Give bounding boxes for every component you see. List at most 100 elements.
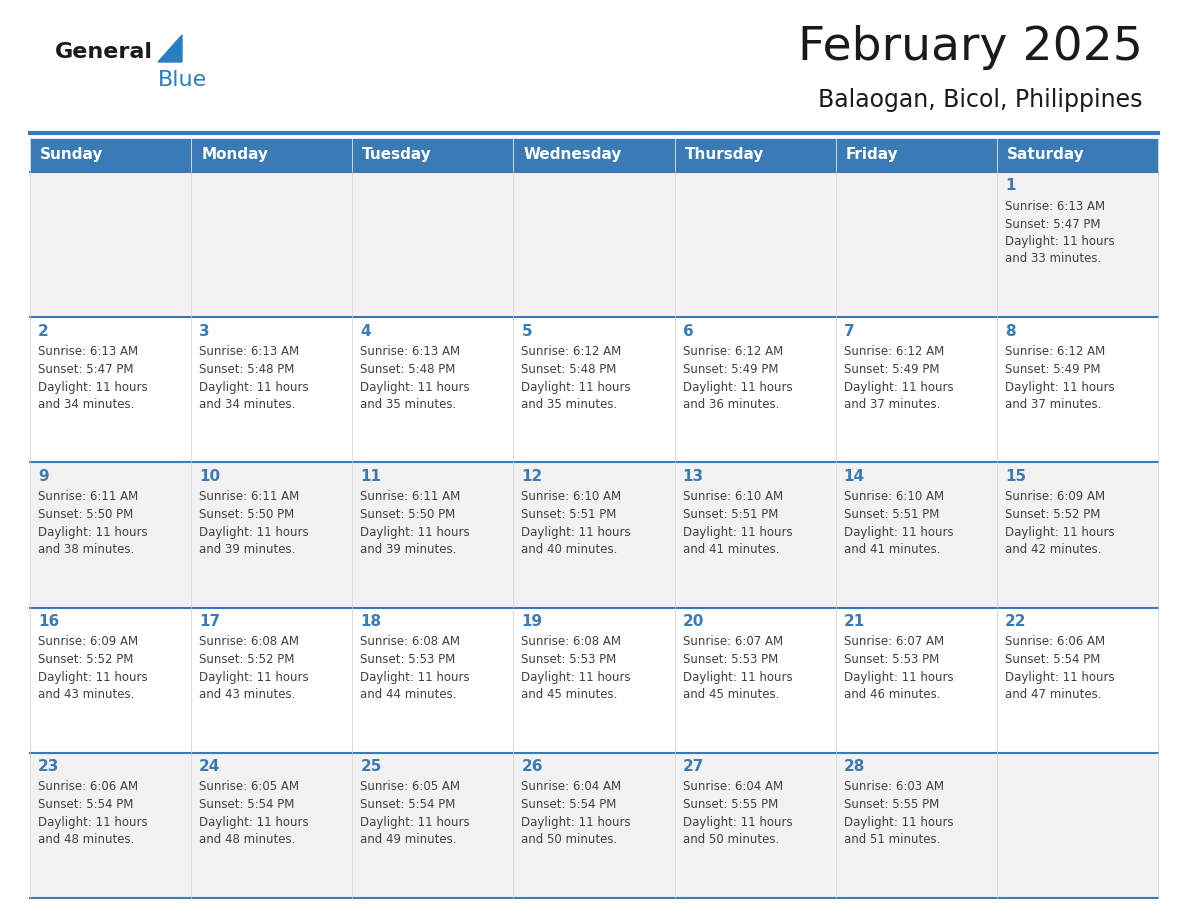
Text: 11: 11 [360, 469, 381, 484]
Text: Daylight: 11 hours: Daylight: 11 hours [843, 816, 953, 829]
Polygon shape [835, 753, 997, 898]
Text: 26: 26 [522, 759, 543, 774]
Polygon shape [997, 608, 1158, 753]
Text: Sunset: 5:49 PM: Sunset: 5:49 PM [683, 363, 778, 375]
Polygon shape [513, 138, 675, 172]
Polygon shape [30, 463, 191, 608]
Polygon shape [997, 463, 1158, 608]
Text: Daylight: 11 hours: Daylight: 11 hours [360, 816, 470, 829]
Text: 18: 18 [360, 614, 381, 629]
Text: Daylight: 11 hours: Daylight: 11 hours [522, 671, 631, 684]
Text: Daylight: 11 hours: Daylight: 11 hours [38, 381, 147, 394]
Text: Sunrise: 6:08 AM: Sunrise: 6:08 AM [360, 635, 460, 648]
Text: 2: 2 [38, 324, 49, 339]
Text: Sunset: 5:53 PM: Sunset: 5:53 PM [683, 653, 778, 666]
Text: 6: 6 [683, 324, 694, 339]
Polygon shape [353, 138, 513, 172]
Text: 27: 27 [683, 759, 704, 774]
Text: Sunday: Sunday [40, 148, 103, 162]
Polygon shape [353, 463, 513, 608]
Text: and 40 minutes.: and 40 minutes. [522, 543, 618, 556]
Text: and 48 minutes.: and 48 minutes. [200, 834, 296, 846]
Text: 28: 28 [843, 759, 865, 774]
Text: Sunset: 5:50 PM: Sunset: 5:50 PM [38, 508, 133, 521]
Text: and 50 minutes.: and 50 minutes. [522, 834, 618, 846]
Polygon shape [997, 138, 1158, 172]
Text: Sunrise: 6:12 AM: Sunrise: 6:12 AM [522, 344, 621, 358]
Text: Sunrise: 6:11 AM: Sunrise: 6:11 AM [38, 490, 138, 503]
Polygon shape [835, 463, 997, 608]
Text: Sunrise: 6:05 AM: Sunrise: 6:05 AM [200, 780, 299, 793]
Text: Daylight: 11 hours: Daylight: 11 hours [683, 381, 792, 394]
Text: 5: 5 [522, 324, 532, 339]
Text: 15: 15 [1005, 469, 1026, 484]
Polygon shape [30, 318, 191, 463]
Text: Sunset: 5:53 PM: Sunset: 5:53 PM [843, 653, 939, 666]
Text: Sunset: 5:52 PM: Sunset: 5:52 PM [1005, 508, 1100, 521]
Text: Sunset: 5:51 PM: Sunset: 5:51 PM [522, 508, 617, 521]
Polygon shape [353, 608, 513, 753]
Text: Sunrise: 6:13 AM: Sunrise: 6:13 AM [38, 344, 138, 358]
Text: Sunset: 5:54 PM: Sunset: 5:54 PM [522, 799, 617, 812]
Text: 9: 9 [38, 469, 49, 484]
Text: 8: 8 [1005, 324, 1016, 339]
Text: Sunrise: 6:08 AM: Sunrise: 6:08 AM [200, 635, 299, 648]
Polygon shape [513, 608, 675, 753]
Text: Sunset: 5:48 PM: Sunset: 5:48 PM [200, 363, 295, 375]
Text: Daylight: 11 hours: Daylight: 11 hours [1005, 381, 1114, 394]
Text: 19: 19 [522, 614, 543, 629]
Text: Sunrise: 6:10 AM: Sunrise: 6:10 AM [843, 490, 943, 503]
Text: Daylight: 11 hours: Daylight: 11 hours [522, 816, 631, 829]
Text: 16: 16 [38, 614, 59, 629]
Polygon shape [353, 753, 513, 898]
Text: and 44 minutes.: and 44 minutes. [360, 688, 456, 701]
Text: and 35 minutes.: and 35 minutes. [360, 397, 456, 410]
Text: and 50 minutes.: and 50 minutes. [683, 834, 779, 846]
Text: Daylight: 11 hours: Daylight: 11 hours [683, 816, 792, 829]
Text: Sunset: 5:54 PM: Sunset: 5:54 PM [1005, 653, 1100, 666]
Polygon shape [191, 172, 353, 318]
Text: Daylight: 11 hours: Daylight: 11 hours [1005, 526, 1114, 539]
Polygon shape [191, 138, 353, 172]
Text: Sunset: 5:49 PM: Sunset: 5:49 PM [1005, 363, 1100, 375]
Text: Sunrise: 6:06 AM: Sunrise: 6:06 AM [38, 780, 138, 793]
Text: Daylight: 11 hours: Daylight: 11 hours [38, 671, 147, 684]
Text: and 45 minutes.: and 45 minutes. [522, 688, 618, 701]
Text: Sunset: 5:55 PM: Sunset: 5:55 PM [683, 799, 778, 812]
Text: Daylight: 11 hours: Daylight: 11 hours [843, 526, 953, 539]
Text: Sunset: 5:51 PM: Sunset: 5:51 PM [683, 508, 778, 521]
Text: and 34 minutes.: and 34 minutes. [200, 397, 296, 410]
Text: Daylight: 11 hours: Daylight: 11 hours [200, 816, 309, 829]
Text: Sunrise: 6:09 AM: Sunrise: 6:09 AM [38, 635, 138, 648]
Text: 7: 7 [843, 324, 854, 339]
Text: Sunset: 5:54 PM: Sunset: 5:54 PM [38, 799, 133, 812]
Polygon shape [835, 138, 997, 172]
Polygon shape [835, 608, 997, 753]
Polygon shape [675, 463, 835, 608]
Text: Sunrise: 6:03 AM: Sunrise: 6:03 AM [843, 780, 943, 793]
Text: Daylight: 11 hours: Daylight: 11 hours [843, 671, 953, 684]
Text: 21: 21 [843, 614, 865, 629]
Text: and 49 minutes.: and 49 minutes. [360, 834, 456, 846]
Polygon shape [30, 753, 191, 898]
Polygon shape [353, 318, 513, 463]
Text: and 39 minutes.: and 39 minutes. [200, 543, 296, 556]
Text: and 42 minutes.: and 42 minutes. [1005, 543, 1101, 556]
Text: Daylight: 11 hours: Daylight: 11 hours [683, 526, 792, 539]
Text: and 34 minutes.: and 34 minutes. [38, 397, 134, 410]
Text: Sunset: 5:51 PM: Sunset: 5:51 PM [843, 508, 939, 521]
Text: and 38 minutes.: and 38 minutes. [38, 543, 134, 556]
Text: Sunrise: 6:13 AM: Sunrise: 6:13 AM [360, 344, 461, 358]
Text: Sunrise: 6:12 AM: Sunrise: 6:12 AM [843, 344, 944, 358]
Text: Sunset: 5:49 PM: Sunset: 5:49 PM [843, 363, 940, 375]
Polygon shape [513, 172, 675, 318]
Text: Sunset: 5:54 PM: Sunset: 5:54 PM [200, 799, 295, 812]
Text: Sunrise: 6:05 AM: Sunrise: 6:05 AM [360, 780, 460, 793]
Text: Sunset: 5:48 PM: Sunset: 5:48 PM [360, 363, 456, 375]
Text: Daylight: 11 hours: Daylight: 11 hours [38, 526, 147, 539]
Polygon shape [997, 318, 1158, 463]
Text: Sunset: 5:55 PM: Sunset: 5:55 PM [843, 799, 939, 812]
Polygon shape [158, 35, 182, 62]
Text: 25: 25 [360, 759, 381, 774]
Text: 23: 23 [38, 759, 59, 774]
